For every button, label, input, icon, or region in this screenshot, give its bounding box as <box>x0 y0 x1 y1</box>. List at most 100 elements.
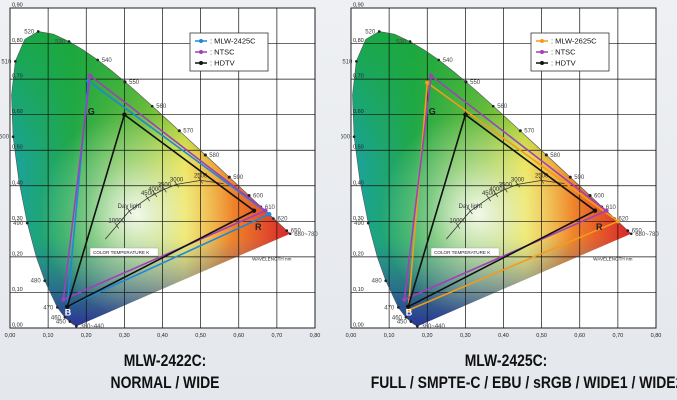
wavelength-label: 610 <box>606 205 617 211</box>
wavelength-label: 560 <box>497 104 508 110</box>
wavelength-marker <box>437 58 440 62</box>
gamut-vertex <box>428 73 434 78</box>
temperature-label: Day light <box>118 204 142 210</box>
wavelength-marker <box>396 306 400 309</box>
y-tick-label: 0,80 <box>12 38 23 44</box>
wavelength-label: 450 <box>397 320 408 326</box>
wavelength-marker <box>272 217 275 220</box>
y-tick-label: 0,00 <box>353 323 364 329</box>
wavelength-marker <box>75 324 78 328</box>
legend-marker <box>540 50 544 54</box>
temperature-label: 3000 <box>170 177 184 183</box>
wavelength-marker <box>408 40 412 43</box>
gamut-vertex <box>592 208 598 213</box>
legend-marker <box>199 50 203 54</box>
temperature-tick <box>486 195 491 202</box>
x-tick-label: 0,40 <box>157 333 168 339</box>
temperature-label: Day light <box>459 204 483 210</box>
legend-label: : NTSC <box>551 48 576 57</box>
wavelength-dot <box>247 194 251 198</box>
x-tick-label: 0,20 <box>422 333 433 339</box>
x-tick-label: 0,30 <box>460 333 471 339</box>
temperature-tick <box>515 181 520 188</box>
y-tick-label: 0,70 <box>353 74 364 80</box>
color-temperature-box <box>430 247 500 257</box>
x-tick-label: 0,20 <box>81 333 92 339</box>
y-tick-label: 0,60 <box>12 109 23 115</box>
legend-label: : HDTV <box>210 59 235 68</box>
wavelength-label: 480 <box>372 279 383 285</box>
wavelength-dot <box>177 129 181 133</box>
wavelength-dot <box>464 80 468 84</box>
wavelength-label: 510 <box>1 59 12 65</box>
x-tick-label: 0,30 <box>119 333 130 339</box>
y-tick-label: 0,40 <box>12 180 23 186</box>
x-tick-label: 0,00 <box>346 333 357 339</box>
legend-label: : MLW-2625C <box>551 37 597 46</box>
wavelength-axis-label: WAVELENGTH nm <box>252 256 291 261</box>
y-tick-label: 0,90 <box>12 3 23 9</box>
x-tick-label: 0,50 <box>536 333 547 339</box>
x-tick-label: 0,80 <box>310 333 321 339</box>
wavelength-label: 590 <box>574 175 585 181</box>
wavelength-label: 590 <box>233 175 244 181</box>
gamut-vertex <box>87 73 93 78</box>
primary-label: B <box>406 308 413 318</box>
wavelength-label: 500 <box>341 135 351 141</box>
wavelength-label: 680~780 <box>294 232 318 238</box>
primary-label: R <box>596 222 603 232</box>
x-tick-label: 0,60 <box>233 333 244 339</box>
color-temperature-label: COLOR TEMPERATURE K <box>434 250 491 255</box>
wavelength-label: 650 <box>291 229 302 235</box>
wavelength-label: 530 <box>55 39 66 45</box>
legend-label: : MLW-2425C <box>210 37 256 46</box>
wavelength-label: 600 <box>594 194 605 200</box>
wavelength-label: 540 <box>102 58 113 64</box>
wavelength-marker <box>384 279 387 283</box>
legend-marker <box>540 39 544 43</box>
wavelength-label: 550 <box>470 80 481 86</box>
temperature-label: 4500 <box>141 191 155 197</box>
wavelength-marker <box>68 320 72 323</box>
wavelength-label: 490 <box>354 221 365 227</box>
gamut-vertex <box>604 208 609 213</box>
temperature-label: 4000 <box>148 187 162 193</box>
legend-label: : HDTV <box>551 59 576 68</box>
wavelength-label: 480 <box>31 279 42 285</box>
gamut-vertex <box>405 308 411 313</box>
legend-label: : NTSC <box>210 48 235 57</box>
x-tick-label: 0,00 <box>5 333 16 339</box>
gamut-vertex <box>61 297 66 302</box>
wavelength-label: 520 <box>24 29 35 35</box>
chart-panel-left: 0,00 0,10 0,20 0,30 0,40 0,50 0,60 0,70 0,80 0,00… <box>0 0 330 400</box>
wavelength-label: 610 <box>265 205 276 211</box>
wavelength-axis-label: WAVELENGTH nm <box>593 256 632 261</box>
caption-modes: NORMAL / WIDE <box>110 373 220 392</box>
wavelength-label: 380~440 <box>421 324 445 330</box>
wavelength-label: 580 <box>209 153 220 159</box>
wavelength-label: 520 <box>365 29 376 35</box>
wavelength-marker <box>491 104 495 108</box>
x-tick-label: 0,10 <box>384 333 395 339</box>
caption-modes: FULL / SMPTE-C / EBU / sRGB / WIDE1 / WI… <box>370 373 677 392</box>
y-tick-label: 0,70 <box>12 74 23 80</box>
x-tick-label: 0,80 <box>651 333 662 339</box>
primary-label: G <box>88 107 95 117</box>
wavelength-marker <box>43 279 46 283</box>
y-tick-label: 0,30 <box>353 216 364 222</box>
y-tick-label: 0,50 <box>353 145 364 151</box>
temperature-label: 10000 <box>108 219 125 225</box>
locus-outline <box>352 31 632 327</box>
wavelength-marker <box>355 60 358 63</box>
temperature-tick <box>539 177 544 184</box>
wavelength-marker <box>409 320 413 323</box>
y-tick-label: 0,10 <box>353 287 364 293</box>
temperature-tick <box>114 222 120 229</box>
wavelength-label: 570 <box>524 129 535 135</box>
wavelength-dot <box>568 175 572 179</box>
y-tick-label: 0,00 <box>12 323 23 329</box>
y-tick-label: 0,40 <box>353 180 364 186</box>
x-tick-label: 0,50 <box>195 333 206 339</box>
wavelength-marker <box>55 306 59 309</box>
primary-label: R <box>255 222 262 232</box>
